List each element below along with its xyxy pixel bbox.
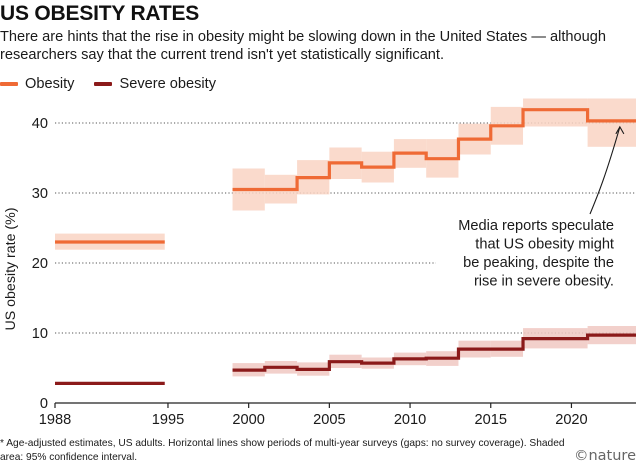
legend-swatch-severe-obesity: [94, 82, 113, 86]
annotation-line-1: that US obesity might: [475, 237, 614, 253]
y-tick-label-10: 10: [32, 326, 48, 342]
annotation-arrow: [589, 126, 621, 215]
band-obesity-1-10: [587, 98, 636, 147]
band-obesity-1-9: [523, 98, 588, 127]
legend-label-severe-obesity: Severe obesity: [119, 76, 217, 92]
annotation-line-0: Media reports speculate: [458, 218, 614, 234]
y-tick-label-0: 0: [40, 396, 48, 412]
y-axis: 0 10 20 30 40 US obesity rate (%): [3, 116, 48, 412]
annotation-background: [436, 213, 640, 287]
y-tick-label-30: 30: [32, 186, 48, 202]
x-tick-label-1995: 1995: [152, 412, 184, 428]
annotation-arrowhead: [615, 125, 625, 135]
annotation-line-2: be peaking, despite the: [463, 255, 614, 271]
line-severe-obesity-segment-1: [232, 333, 636, 372]
x-tick-label-2010: 2010: [394, 412, 426, 428]
x-tick-label-2000: 2000: [232, 412, 264, 428]
line-obesity-segment-1: [232, 108, 636, 192]
footnote: * Age-adjusted estimates, US adults. Hor…: [0, 438, 565, 463]
x-tick-label-1988: 1988: [39, 412, 71, 428]
y-tick-label-40: 40: [32, 116, 48, 132]
legend-item-severe-obesity: Severe obesity: [94, 76, 216, 92]
nature-brand: ©nature: [573, 448, 636, 464]
x-tick-label-2020: 2020: [555, 412, 587, 428]
x-axis: 1988 1995 2000 2005 2010 2015 2020: [39, 402, 636, 428]
chart-subtitle: There are hints that the rise in obesity…: [0, 29, 606, 63]
legend: Obesity Severe obesity: [0, 76, 236, 92]
chart-title: US OBESITY RATES: [0, 2, 200, 25]
y-tick-label-20: 20: [32, 256, 48, 272]
x-tick-label-2005: 2005: [313, 412, 345, 428]
x-tick-label-2015: 2015: [475, 412, 507, 428]
legend-swatch-obesity: [0, 82, 18, 86]
legend-label-obesity: Obesity: [25, 76, 75, 92]
y-axis-label: US obesity rate (%): [3, 208, 19, 331]
annotation-line-3: rise in severe obesity.: [474, 274, 614, 290]
legend-item-obesity: Obesity: [0, 76, 74, 92]
annotation: Media reports speculate that US obesity m…: [436, 125, 640, 290]
series-lines: [55, 108, 636, 385]
